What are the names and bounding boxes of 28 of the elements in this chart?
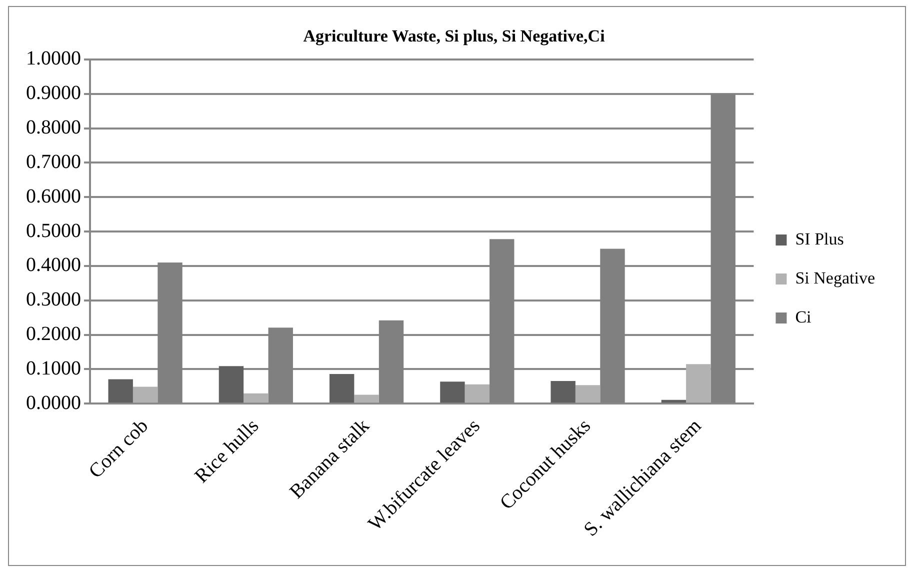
- x-tick-label: Corn cob: [84, 414, 153, 483]
- y-tick-label: 1.0000: [26, 48, 81, 70]
- x-tick-label: Rice hulls: [190, 414, 264, 488]
- legend-label: Si Negative: [795, 268, 876, 288]
- y-tick-label: 0.9000: [26, 82, 81, 104]
- y-tick-label: 0.4000: [26, 254, 81, 276]
- y-tick-label: 0.8000: [26, 116, 81, 139]
- chart-title: Agriculture Waste, Si plus, Si Negative,Ci: [303, 26, 606, 46]
- bar: [218, 366, 244, 403]
- y-tick-label: 0.2000: [26, 323, 81, 346]
- legend-label: SI Plus: [795, 229, 844, 248]
- bar: [440, 382, 465, 403]
- bar: [354, 394, 379, 403]
- y-tick-label: 0.1000: [26, 357, 81, 380]
- y-tick-label: 0.0000: [26, 392, 81, 414]
- bar: [244, 393, 268, 403]
- y-tick-label: 0.5000: [26, 220, 81, 242]
- y-tick-label: 0.6000: [26, 185, 81, 208]
- bar: [108, 379, 133, 403]
- legend-label: Ci: [795, 307, 812, 326]
- y-tick-label: 0.3000: [26, 288, 81, 311]
- y-tick-label: 0.7000: [26, 150, 81, 173]
- bar: [132, 386, 158, 403]
- bar: [329, 374, 354, 403]
- bar: [686, 364, 711, 403]
- bar: [464, 384, 490, 403]
- bar: [575, 385, 600, 403]
- bar: [550, 380, 576, 403]
